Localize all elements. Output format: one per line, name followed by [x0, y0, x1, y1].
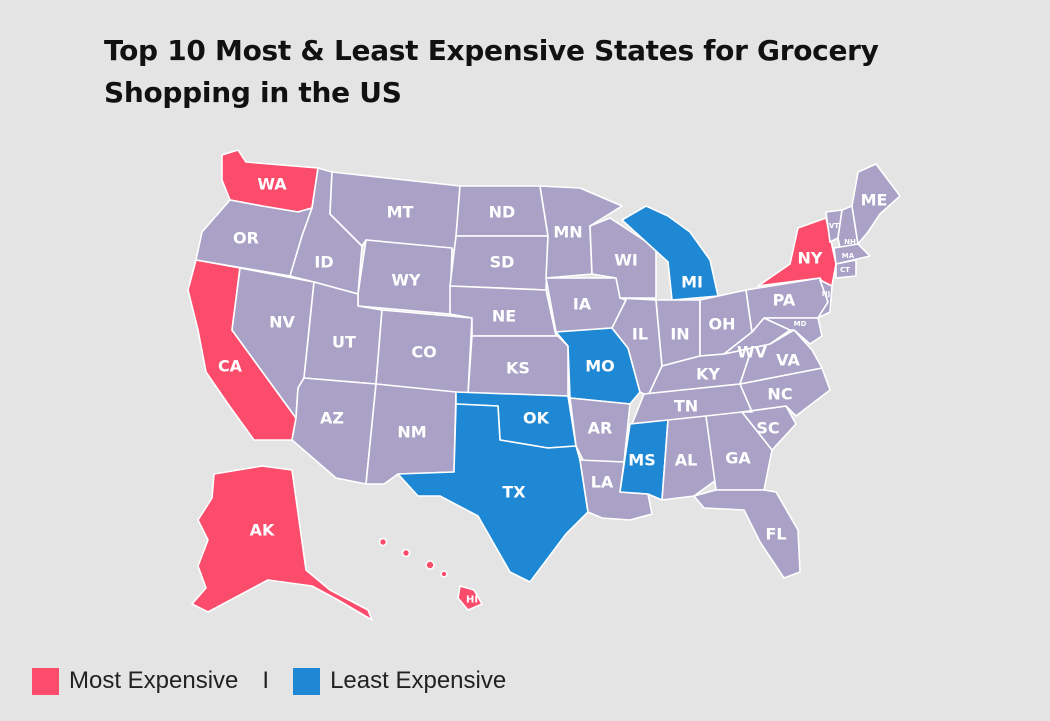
label-oh: OH	[709, 315, 736, 334]
label-vt: VT	[829, 222, 839, 230]
label-wy: WY	[391, 271, 421, 290]
label-fl: FL	[765, 525, 786, 544]
label-mt: MT	[387, 203, 414, 222]
legend: Most Expensive I Least Expensive	[32, 666, 506, 696]
label-tn: TN	[674, 397, 698, 416]
state-ks	[467, 335, 569, 397]
label-ms: MS	[628, 451, 655, 470]
label-in: IN	[670, 325, 689, 344]
label-nj: NJ	[822, 290, 830, 298]
state-hi-island-small-2	[401, 548, 411, 558]
label-sd: SD	[490, 253, 515, 272]
state-hi-island-small-4	[440, 570, 448, 578]
label-nm: NM	[397, 423, 426, 442]
map-title: Top 10 Most & Least Expensive States for…	[104, 34, 879, 109]
label-co: CO	[411, 343, 436, 362]
label-sc: SC	[756, 419, 779, 438]
label-wv: WV	[737, 343, 768, 362]
label-ar: AR	[588, 419, 613, 438]
label-ne: NE	[492, 307, 516, 326]
label-ut: UT	[332, 333, 356, 352]
label-ny: NY	[798, 249, 823, 268]
state-ct	[835, 259, 857, 279]
label-hi: HI	[466, 595, 478, 606]
label-al: AL	[675, 451, 698, 470]
label-nh: NH	[844, 238, 856, 246]
legend-label-least: Least Expensive	[330, 667, 507, 694]
state-nj	[817, 279, 833, 319]
label-nd: ND	[489, 203, 516, 222]
state-wi	[589, 217, 657, 299]
state-mi	[621, 205, 719, 301]
label-tx: TX	[502, 483, 526, 502]
label-il: IL	[632, 325, 648, 344]
label-mi: MI	[681, 273, 703, 292]
legend-separator: I	[262, 667, 270, 694]
state-wy	[357, 239, 453, 315]
state-ak	[191, 465, 373, 621]
label-ok: OK	[523, 409, 550, 428]
state-az	[291, 377, 377, 485]
state-hi-island-small-3	[425, 560, 435, 570]
state-hi-island-small-1	[378, 537, 388, 547]
label-nc: NC	[767, 385, 792, 404]
label-va: VA	[776, 351, 800, 370]
state-al	[661, 415, 717, 501]
label-la: LA	[591, 473, 614, 492]
label-nv: NV	[269, 313, 295, 332]
state-me	[851, 163, 901, 245]
label-ia: IA	[573, 295, 592, 314]
state-ma	[833, 243, 871, 265]
label-az: AZ	[320, 409, 344, 428]
label-ct: CT	[840, 266, 850, 274]
label-pa: PA	[773, 291, 796, 310]
legend-swatch-least	[293, 667, 321, 695]
label-ga: GA	[725, 449, 751, 468]
label-ak: AK	[250, 521, 275, 540]
label-ma: MA	[842, 252, 855, 260]
state-ga	[705, 411, 773, 491]
label-ca: CA	[218, 357, 243, 376]
label-ks: KS	[506, 359, 530, 378]
state-hi	[457, 585, 483, 611]
legend-swatch-most	[32, 667, 59, 695]
label-ky: KY	[696, 365, 720, 384]
state-tx	[397, 403, 589, 583]
state-ms	[619, 419, 669, 501]
label-wi: WI	[614, 251, 638, 270]
label-mo: MO	[585, 357, 615, 376]
label-me: ME	[861, 191, 888, 210]
label-md: MD	[794, 320, 807, 328]
label-mn: MN	[553, 223, 582, 242]
state-fl	[693, 489, 801, 579]
label-or: OR	[233, 229, 259, 248]
state-md	[763, 317, 823, 345]
label-id: ID	[314, 253, 333, 272]
label-wa: WA	[257, 175, 287, 194]
legend-label-most: Most Expensive	[69, 667, 239, 694]
